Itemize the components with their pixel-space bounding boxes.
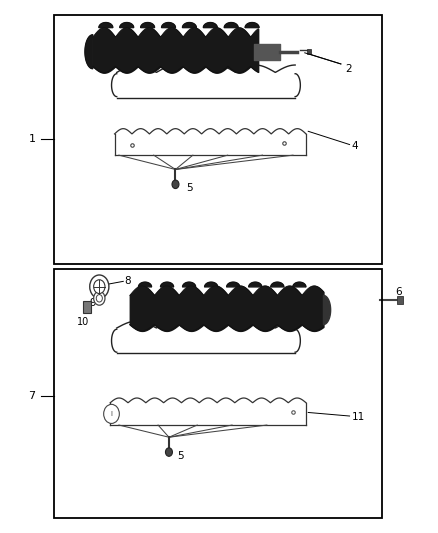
Text: 3: 3 <box>194 46 201 56</box>
Polygon shape <box>141 22 155 28</box>
Text: 10: 10 <box>77 317 89 327</box>
Bar <box>83 301 91 313</box>
Text: 4: 4 <box>352 141 358 151</box>
Polygon shape <box>271 282 284 287</box>
Text: 8: 8 <box>124 276 131 286</box>
Text: I: I <box>110 411 113 417</box>
Polygon shape <box>245 22 259 28</box>
Text: 7: 7 <box>28 391 35 401</box>
Bar <box>397 296 403 304</box>
Circle shape <box>94 280 105 294</box>
Circle shape <box>94 292 105 305</box>
Text: 2: 2 <box>345 64 352 74</box>
Circle shape <box>96 295 102 302</box>
Text: 11: 11 <box>352 412 365 422</box>
Polygon shape <box>203 22 217 28</box>
Polygon shape <box>120 22 134 28</box>
Text: 1: 1 <box>28 134 35 144</box>
Text: 5: 5 <box>178 451 184 462</box>
Text: 3: 3 <box>203 303 209 313</box>
Polygon shape <box>162 22 176 28</box>
Polygon shape <box>138 282 152 287</box>
Text: 5: 5 <box>186 183 193 193</box>
Polygon shape <box>323 295 331 325</box>
Circle shape <box>90 275 109 298</box>
Polygon shape <box>99 22 113 28</box>
Text: 6: 6 <box>395 287 402 297</box>
Polygon shape <box>227 282 240 287</box>
Bar <box>307 49 311 54</box>
Polygon shape <box>224 22 238 28</box>
Polygon shape <box>205 282 218 287</box>
Circle shape <box>166 448 173 456</box>
Polygon shape <box>161 282 173 287</box>
Circle shape <box>172 180 179 189</box>
Circle shape <box>104 405 119 423</box>
Polygon shape <box>183 282 196 287</box>
Polygon shape <box>249 282 262 287</box>
Polygon shape <box>85 35 93 69</box>
Text: 9: 9 <box>90 297 96 308</box>
Polygon shape <box>293 282 306 287</box>
Polygon shape <box>183 22 196 28</box>
